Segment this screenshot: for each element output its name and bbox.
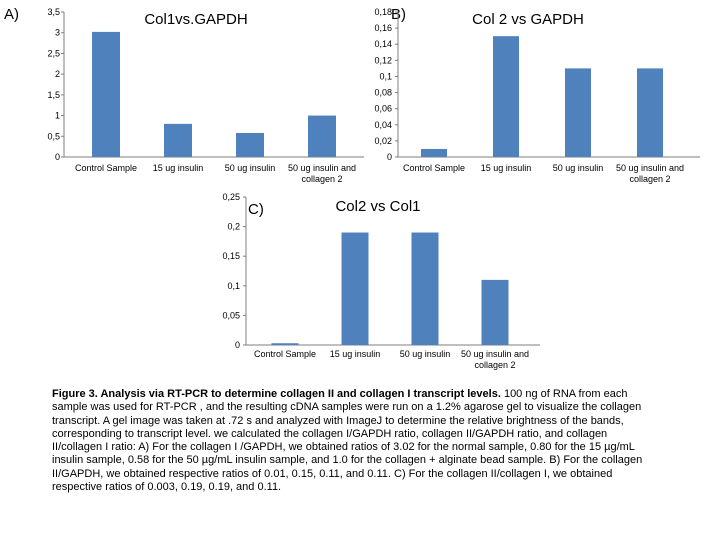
x-category-label-c: 50 ug insulin <box>400 349 451 359</box>
y-tick-label-a: 3,5 <box>47 7 60 17</box>
bar-b <box>493 36 519 157</box>
x-category-label-a: 50 ug insulin and collagen 2 <box>288 163 356 184</box>
bar-a <box>164 123 192 157</box>
bar-c <box>271 343 299 345</box>
y-tick-label-b: 0,06 <box>374 104 392 114</box>
x-category-label-c: 50 ug insulin and collagen 2 <box>461 349 529 370</box>
y-tick-label-a: 1 <box>55 111 60 121</box>
bar-c <box>481 279 509 345</box>
chart-title-c: Col2 vs Col1 <box>335 198 420 215</box>
figure-caption: Figure 3. Analysis via RT-PCR to determi… <box>52 388 657 494</box>
x-category-label-c: 15 ug insulin <box>330 349 381 359</box>
y-tick-label-c: 0,05 <box>222 310 240 320</box>
y-tick-label-b: 0,02 <box>374 136 392 146</box>
y-tick-label-c: 0,25 <box>222 192 240 202</box>
bar-a <box>236 132 264 157</box>
y-tick-label-a: 0 <box>55 152 60 162</box>
y-tick-label-c: 0,15 <box>222 251 240 261</box>
y-tick-label-c: 0,1 <box>227 281 240 291</box>
x-category-label-a: 15 ug insulin <box>153 163 204 173</box>
y-tick-label-a: 0,5 <box>47 131 60 141</box>
y-tick-label-b: 0 <box>387 152 392 162</box>
y-tick-label-c: 0,2 <box>227 222 240 232</box>
x-category-label-a: 50 ug insulin <box>225 163 276 173</box>
y-tick-label-a: 3 <box>55 28 60 38</box>
y-tick-label-b: 0,1 <box>379 71 392 81</box>
x-category-label-c: Control Sample <box>254 349 316 359</box>
bar-b <box>637 68 663 157</box>
panel-label-a: A) <box>4 6 19 23</box>
panel-label-b: B) <box>391 6 406 23</box>
y-tick-label-a: 2 <box>55 69 60 79</box>
bar-b <box>421 148 447 157</box>
x-category-label-b: Control Sample <box>403 163 465 173</box>
bar-c <box>341 232 369 345</box>
bar-b <box>565 68 591 157</box>
y-tick-label-b: 0,14 <box>374 39 392 49</box>
caption-bold: Figure 3. Analysis via RT-PCR to determi… <box>52 388 501 400</box>
y-tick-label-a: 1,5 <box>47 90 60 100</box>
y-tick-label-a: 2,5 <box>47 48 60 58</box>
bar-a <box>92 31 120 158</box>
y-tick-label-b: 0,16 <box>374 23 392 33</box>
bar-c <box>411 232 439 345</box>
chart-title-b: Col 2 vs GAPDH <box>472 11 584 28</box>
y-tick-label-c: 0 <box>235 340 240 350</box>
x-category-label-b: 15 ug insulin <box>481 163 532 173</box>
x-category-label-b: 50 ug insulin and collagen 2 <box>616 163 684 184</box>
bar-a <box>308 115 336 157</box>
caption-text: 100 ng of RNA from each sample was used … <box>52 388 643 494</box>
x-category-label-b: 50 ug insulin <box>553 163 604 173</box>
x-category-label-a: Control Sample <box>75 163 137 173</box>
y-tick-label-b: 0,04 <box>374 120 392 130</box>
chart-title-a: Col1vs.GAPDH <box>144 11 247 28</box>
y-tick-label-b: 0,12 <box>374 55 392 65</box>
panel-label-c: C) <box>248 201 264 218</box>
y-tick-label-b: 0,08 <box>374 88 392 98</box>
y-tick-label-b: 0,18 <box>374 7 392 17</box>
